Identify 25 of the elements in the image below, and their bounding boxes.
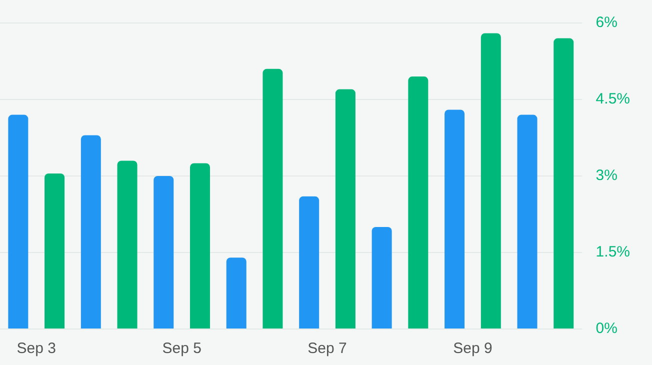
x-tick-label: Sep 9 <box>453 340 492 358</box>
bar <box>117 160 138 328</box>
x-tick-label: Sep 7 <box>308 340 347 358</box>
bar <box>154 176 174 328</box>
y-tick-label: 6% <box>596 14 618 32</box>
y-tick-label: 4.5% <box>596 90 630 108</box>
bar <box>517 114 538 328</box>
bar <box>444 110 465 328</box>
y-tick-label: 3% <box>596 167 618 184</box>
y-tick-label: 0% <box>596 320 618 338</box>
bar <box>299 196 320 328</box>
x-tick-label: Sep 3 <box>16 340 56 358</box>
bar <box>190 163 210 328</box>
bar <box>480 33 501 328</box>
x-tick-label: Sep 5 <box>162 340 202 358</box>
bar <box>226 258 246 328</box>
bar <box>80 135 101 328</box>
bar <box>8 114 28 328</box>
bar <box>408 76 428 328</box>
y-tick-label: 1.5% <box>596 244 630 261</box>
bar <box>554 38 574 328</box>
bar <box>44 173 65 328</box>
bar <box>335 89 356 328</box>
bar <box>262 68 283 328</box>
bar <box>372 227 392 328</box>
